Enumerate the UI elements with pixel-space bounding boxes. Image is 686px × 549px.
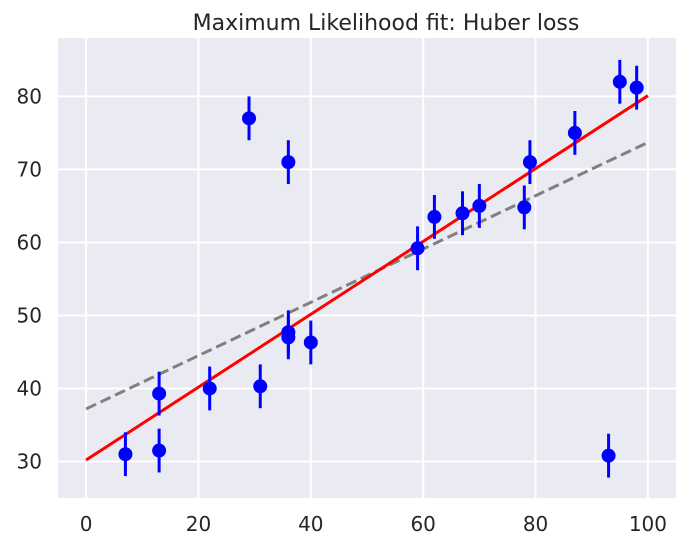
y-tick-label: 60 — [17, 230, 42, 254]
data-point — [522, 155, 537, 170]
data-point — [517, 200, 532, 215]
huber-fit-line — [85, 94, 649, 462]
x-tick-label: 60 — [410, 512, 435, 536]
data-point — [253, 379, 268, 394]
data-point — [152, 443, 167, 458]
data-point — [427, 209, 442, 224]
plot-area — [58, 38, 676, 498]
data-point — [629, 80, 644, 95]
data-point — [303, 335, 318, 350]
data-point — [612, 74, 627, 89]
grid-lines — [58, 38, 676, 498]
data-point — [567, 125, 582, 140]
y-tick-label: 70 — [17, 157, 42, 181]
data-point — [118, 447, 133, 462]
data-points — [118, 59, 644, 478]
data-point — [281, 155, 296, 170]
dashed-fit-line — [85, 141, 649, 411]
y-tick-label: 30 — [17, 449, 42, 473]
data-point — [455, 206, 470, 221]
fit-lines — [85, 94, 649, 462]
y-tick-labels: 30 40 50 60 70 80 — [17, 84, 42, 473]
x-tick-labels: 0 20 40 60 80 100 — [80, 512, 667, 536]
data-point — [242, 111, 257, 126]
data-point — [152, 386, 167, 401]
y-tick-label: 40 — [17, 376, 42, 400]
data-point — [472, 198, 487, 213]
x-tick-label: 0 — [80, 512, 93, 536]
x-tick-label: 80 — [523, 512, 548, 536]
data-point — [202, 381, 217, 396]
data-point — [281, 330, 296, 345]
y-tick-label: 80 — [17, 84, 42, 108]
x-tick-label: 100 — [629, 512, 667, 536]
chart-title: Maximum Likelihood fit: Huber loss — [193, 11, 580, 36]
data-point — [601, 448, 616, 463]
y-tick-label: 50 — [17, 303, 42, 327]
x-tick-label: 40 — [298, 512, 323, 536]
data-point — [410, 241, 425, 256]
x-tick-label: 20 — [186, 512, 211, 536]
